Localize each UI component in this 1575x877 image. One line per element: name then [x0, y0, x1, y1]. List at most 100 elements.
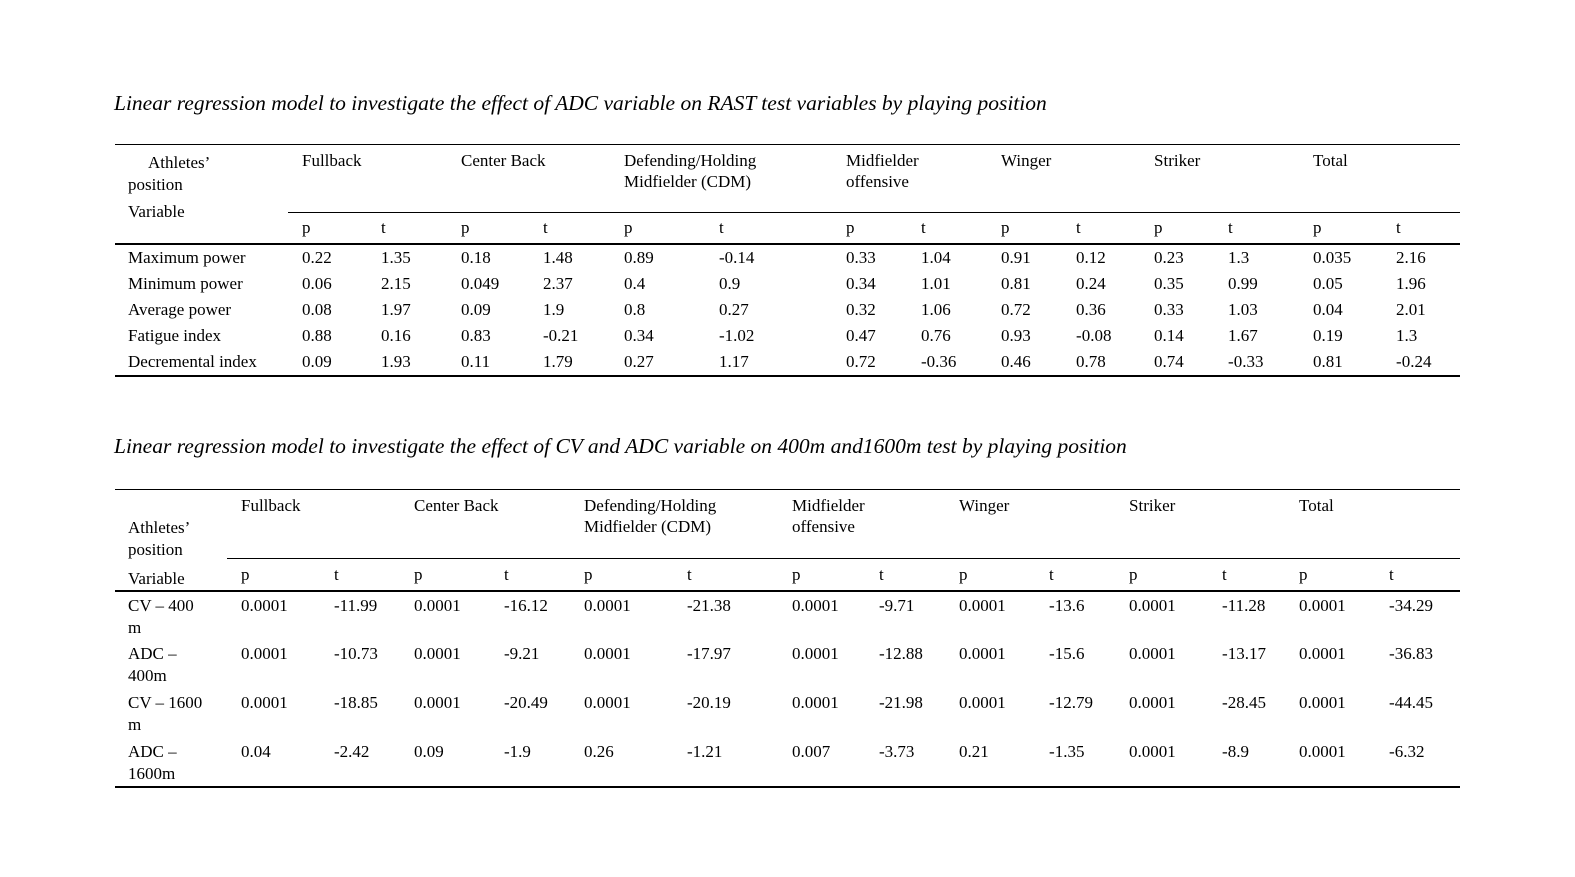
group-header-midfielder-offensive: Midfielder offensive	[832, 144, 988, 213]
t-value-cell: -11.99	[334, 596, 378, 615]
p-value-cell: 0.0001	[584, 693, 631, 712]
p-value-cell: 0.83	[461, 325, 491, 345]
p-value-cell: 0.33	[1154, 299, 1184, 319]
t-value-cell: -6.32	[1389, 742, 1425, 761]
p-value-cell: 0.47	[846, 325, 876, 345]
group-header-fullback: Fullback	[227, 489, 400, 560]
table-row: Decremental index 0.09 1.93 0.11 1.79 0.27…	[115, 349, 1460, 376]
p-value-cell: 0.09	[414, 742, 444, 761]
row-label: CV – 400 m	[128, 596, 194, 637]
t-value-cell: 0.16	[381, 325, 411, 345]
p-value-cell: 0.34	[624, 325, 654, 345]
p-header: p	[778, 558, 866, 593]
t-value-cell: -9.71	[879, 596, 915, 615]
p-value-cell: 0.04	[241, 742, 271, 761]
row-label: CV – 1600 m	[128, 693, 203, 734]
p-header: p	[987, 212, 1063, 245]
p-header: p	[447, 212, 529, 245]
t-value-cell: -21.98	[879, 693, 923, 712]
t-value-cell: -28.45	[1222, 693, 1266, 712]
t-value-cell: 1.04	[921, 247, 951, 267]
t-value-cell: 1.35	[381, 247, 411, 267]
p-value-cell: 0.21	[959, 742, 989, 761]
p-value-cell: 0.81	[1313, 351, 1343, 371]
t-header: t	[1208, 558, 1286, 593]
p-value-cell: 0.35	[1154, 273, 1184, 293]
t-value-cell: -12.88	[879, 644, 923, 663]
p-value-cell: 0.0001	[1129, 596, 1176, 615]
p-value-cell: 0.46	[1001, 351, 1031, 371]
p-value-cell: 0.18	[461, 247, 491, 267]
row-label: Fatigue index	[128, 325, 222, 345]
group-header-total: Total	[1285, 489, 1461, 560]
p-value-cell: 0.23	[1154, 247, 1184, 267]
p-value-cell: 0.0001	[414, 596, 461, 615]
t-value-cell: -1.21	[687, 742, 723, 761]
p-value-cell: 0.0001	[959, 693, 1006, 712]
p-value-cell: 0.049	[461, 273, 500, 293]
rast-regression-table: Athletes’ position Variable Fullback Cen…	[115, 144, 1461, 377]
corner-header-cell: Athletes’ position Variable	[115, 144, 288, 245]
t-value-cell: -1.35	[1049, 742, 1085, 761]
t-value-cell: -0.36	[921, 351, 957, 371]
position-label: position	[128, 540, 183, 559]
t-value-cell: 1.06	[921, 299, 951, 319]
p-value-cell: 0.0001	[1129, 644, 1176, 663]
athletes-label: Athletes’	[128, 518, 191, 537]
p-value-cell: 0.0001	[241, 596, 288, 615]
cv-adc-regression-table: Athletes’ position Variable Fullback Cen…	[115, 489, 1461, 788]
t-value-cell: -17.97	[687, 644, 731, 663]
group-header-midfielder-offensive: Midfielder offensive	[778, 489, 946, 560]
p-value-cell: 0.89	[624, 247, 654, 267]
p-header: p	[1115, 558, 1209, 593]
table2-title: Linear regression model to investigate t…	[114, 434, 1127, 458]
position-header-row: Athletes’ position Variable Fullback Cen…	[115, 144, 1461, 245]
table-row: Minimum power 0.06 2.15 0.049 2.37 0.4 0.9 …	[115, 271, 1460, 297]
p-value-cell: 0.0001	[414, 693, 461, 712]
t-value-cell: 0.9	[719, 273, 741, 293]
row-label: ADC – 1600m	[128, 742, 177, 783]
row-label: Decremental index	[128, 351, 257, 371]
p-value-cell: 0.08	[302, 299, 332, 319]
p-header: p	[400, 558, 490, 593]
group-header-winger: Winger	[945, 489, 1116, 560]
p-value-cell: 0.0001	[241, 693, 288, 712]
p-value-cell: 0.74	[1154, 351, 1184, 371]
t-header: t	[367, 212, 447, 245]
t-header: t	[320, 558, 400, 593]
t-header: t	[1382, 212, 1461, 245]
t-value-cell: 1.03	[1228, 299, 1258, 319]
p-value-cell: 0.0001	[584, 596, 631, 615]
p-value-cell: 0.09	[461, 299, 491, 319]
t-header: t	[490, 558, 570, 593]
position-header-row: Athletes’ position Variable Fullback Cen…	[115, 489, 1461, 592]
table-row: ADC – 400m 0.0001 -10.73 0.0001 -9.21 0.00…	[115, 640, 1460, 689]
t-value-cell: 0.27	[719, 299, 749, 319]
p-value-cell: 0.0001	[1129, 742, 1176, 761]
t-value-cell: 1.67	[1228, 325, 1258, 345]
p-value-cell: 0.0001	[1129, 693, 1176, 712]
t-value-cell: -1.02	[719, 325, 755, 345]
table-row: Fatigue index 0.88 0.16 0.83 -0.21 0.34 -1.…	[115, 323, 1460, 349]
corner-header-cell: Athletes’ position Variable	[115, 489, 227, 592]
variable-label: Variable	[128, 202, 185, 221]
t-value-cell: -9.21	[504, 644, 540, 663]
p-value-cell: 0.0001	[792, 693, 839, 712]
table1-title: Linear regression model to investigate t…	[114, 91, 1047, 115]
p-value-cell: 0.91	[1001, 247, 1031, 267]
t-value-cell: -21.38	[687, 596, 731, 615]
p-value-cell: 0.33	[846, 247, 876, 267]
t-value-cell: -16.12	[504, 596, 548, 615]
p-value-cell: 0.0001	[414, 644, 461, 663]
position-label: position	[128, 175, 183, 194]
t-value-cell: -0.24	[1396, 351, 1432, 371]
p-value-cell: 0.0001	[1299, 644, 1346, 663]
p-value-cell: 0.0001	[792, 644, 839, 663]
t-value-cell: 0.78	[1076, 351, 1106, 371]
p-value-cell: 0.8	[624, 299, 646, 319]
t-value-cell: -34.29	[1389, 596, 1433, 615]
p-value-cell: 0.0001	[241, 644, 288, 663]
t-value-cell: 1.17	[719, 351, 749, 371]
table-row: CV – 400 m 0.0001 -11.99 0.0001 -16.12 0.0…	[115, 591, 1460, 640]
